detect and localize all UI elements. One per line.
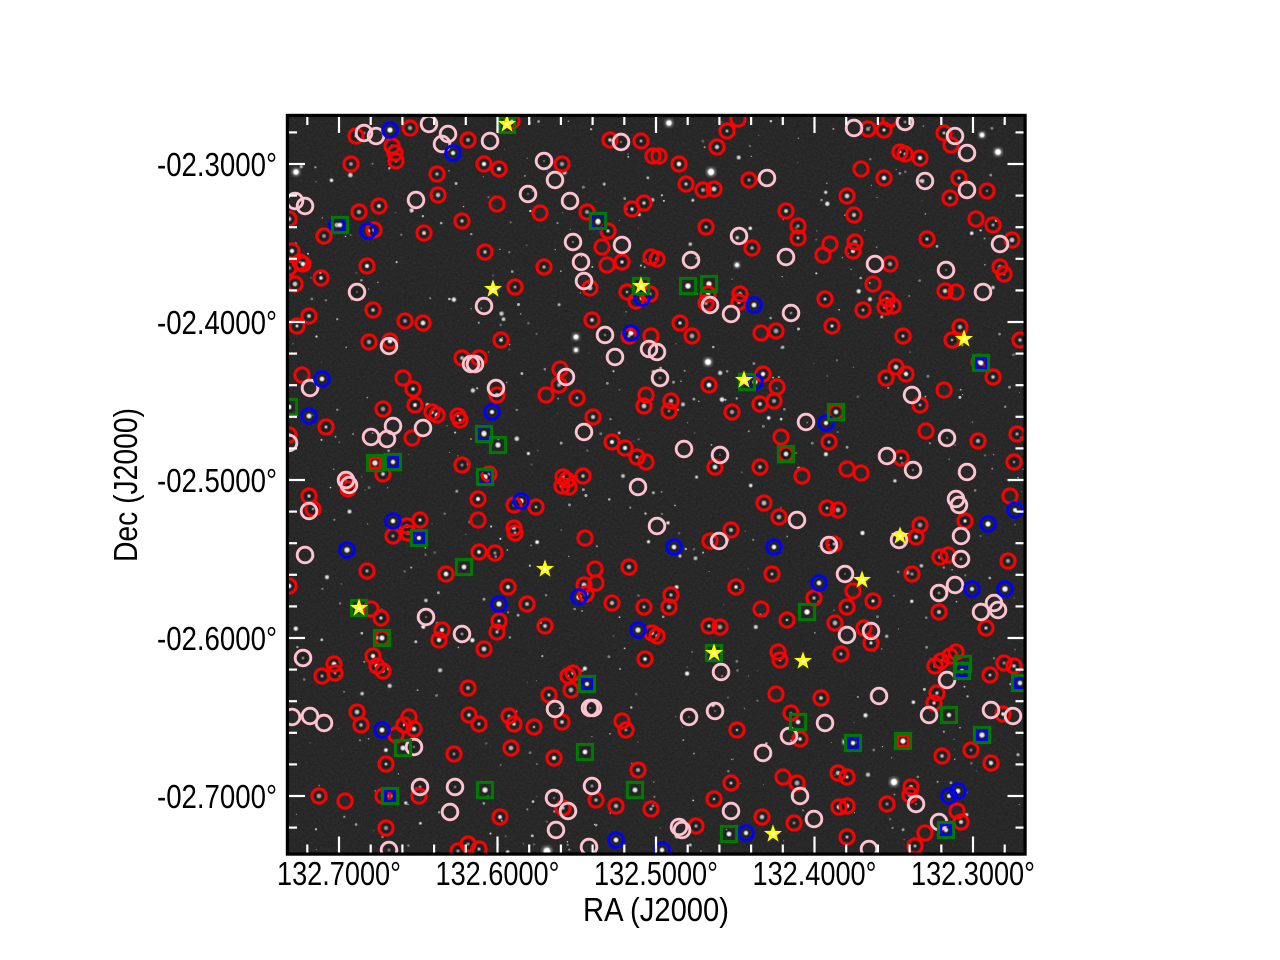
svg-text:-02.5000°: -02.5000° [157,462,277,499]
svg-text:-02.4000°: -02.4000° [157,304,277,341]
svg-text:132.4000°: 132.4000° [753,855,877,892]
svg-text:132.5000°: 132.5000° [594,855,718,892]
svg-text:132.3000°: 132.3000° [911,855,1035,892]
svg-text:-02.6000°: -02.6000° [157,620,277,657]
svg-text:Dec (J2000): Dec (J2000) [107,408,144,562]
svg-text:-02.3000°: -02.3000° [157,146,277,183]
svg-text:132.6000°: 132.6000° [436,855,560,892]
svg-text:-02.7000°: -02.7000° [157,778,277,815]
svg-text:RA (J2000): RA (J2000) [583,891,729,928]
svg-text:132.7000°: 132.7000° [277,855,401,892]
